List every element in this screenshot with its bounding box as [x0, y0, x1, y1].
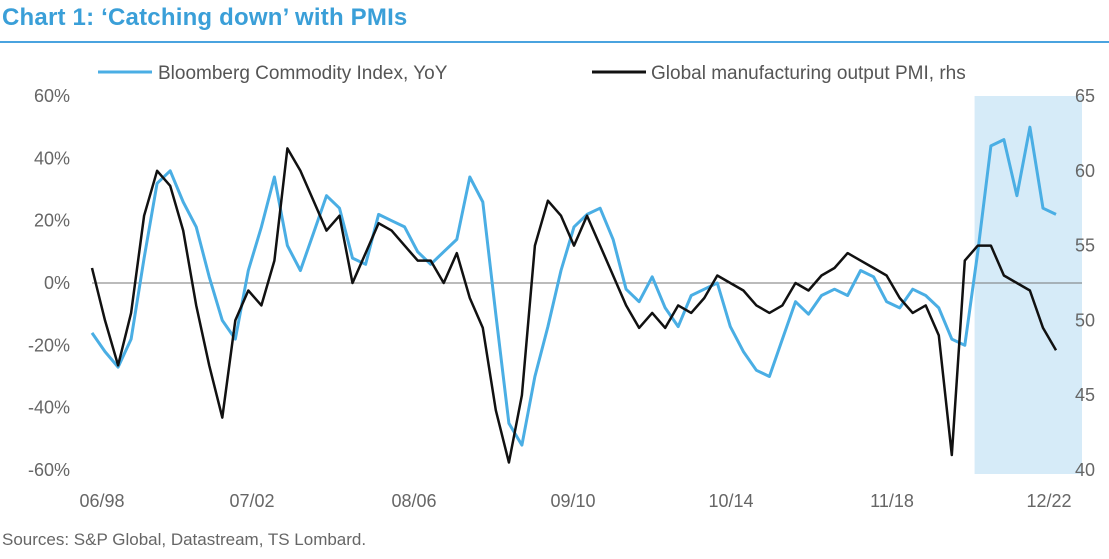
x-tick-label: 09/10: [550, 491, 595, 511]
sources-note: Sources: S&P Global, Datastream, TS Lomb…: [2, 530, 367, 549]
series-line-global-pmi: [90, 147, 1058, 464]
y-left-tick-label: -20%: [28, 335, 70, 355]
x-tick-label: 12/22: [1026, 491, 1071, 511]
x-tick-label: 11/18: [870, 491, 914, 511]
title-underline: [0, 41, 1109, 43]
y-left-tick-label: -60%: [28, 460, 70, 480]
shaded-region: [974, 96, 1082, 474]
x-tick-label: 06/98: [79, 491, 124, 511]
y-right-tick-label: 50: [1075, 310, 1095, 330]
legend-label-bloomberg: Bloomberg Commodity Index, YoY: [158, 63, 448, 84]
y-right-tick-label: 45: [1075, 385, 1095, 405]
y-right-tick-label: 60: [1075, 161, 1095, 181]
y-left-tick-label: 60%: [34, 86, 70, 106]
y-left-tick-label: 40%: [34, 148, 70, 168]
y-right-tick-label: 40: [1075, 460, 1095, 480]
y-left-tick-label: -40%: [28, 398, 70, 418]
y-right-tick-label: 55: [1075, 236, 1095, 256]
x-tick-label: 08/06: [391, 491, 436, 511]
legend-label-pmi: Global manufacturing output PMI, rhs: [651, 63, 966, 84]
y-right-tick-label: 65: [1075, 86, 1095, 106]
y-left-tick-label: 0%: [44, 273, 70, 293]
series-line-bloomberg-commodity: [90, 125, 1057, 447]
legend: Bloomberg Commodity Index, YoY Global ma…: [98, 63, 966, 84]
x-tick-label: 07/02: [229, 491, 274, 511]
y-left-tick-label: 20%: [34, 211, 70, 231]
chart-title: Chart 1: ‘Catching down’ with PMIs: [2, 4, 408, 31]
x-tick-label: 10/14: [708, 491, 753, 511]
